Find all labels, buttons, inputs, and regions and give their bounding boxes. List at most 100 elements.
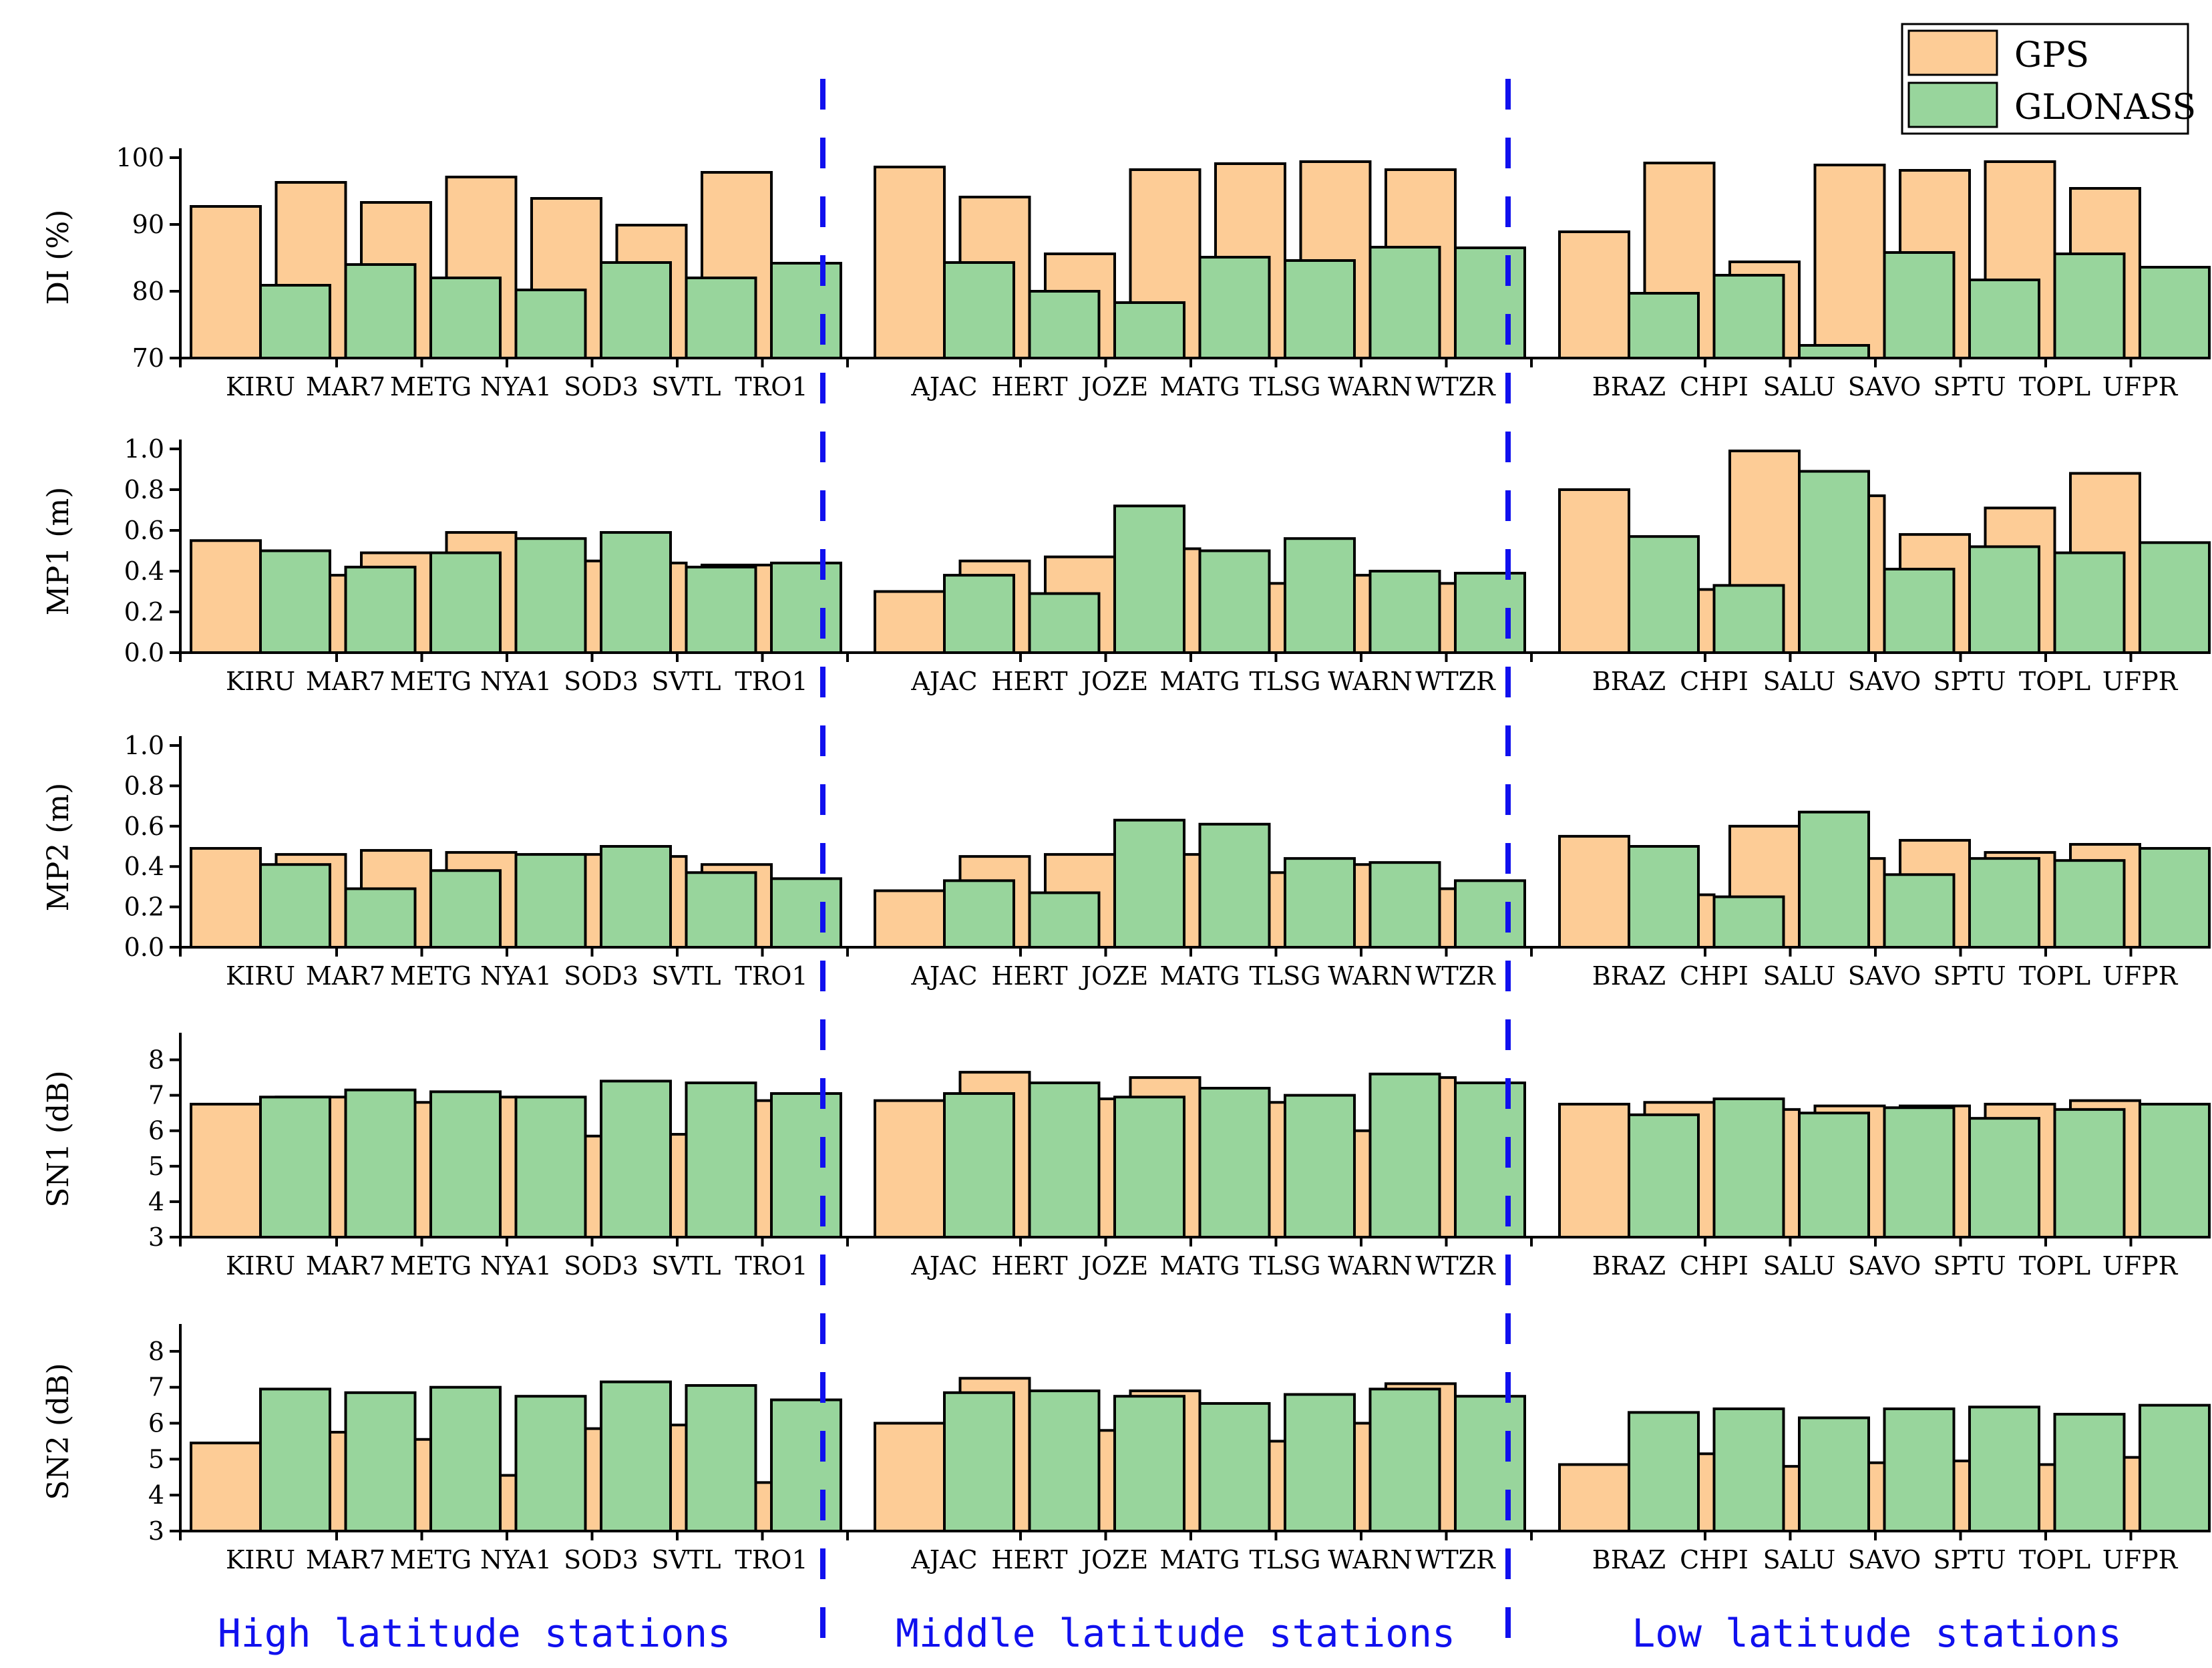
bar-glonass-wtzr	[1454, 572, 1526, 654]
bar-glonass-matg	[1198, 1401, 1271, 1533]
x-tick-label-tlsg: TLSG	[1250, 667, 1321, 696]
x-tick-label-ufpr: UFPR	[2102, 372, 2179, 401]
x-tick-label-savo: SAVO	[1848, 1545, 1921, 1574]
bar-glonass-savo	[1883, 251, 1956, 359]
y-tick-label: 6	[148, 1116, 164, 1146]
x-tick-label-braz: BRAZ	[1592, 1251, 1666, 1281]
y-tick-label: 5	[148, 1444, 164, 1474]
x-tick-label-topl: TOPL	[2019, 372, 2090, 401]
bar-glonass-savo	[1883, 1106, 1956, 1238]
bar-glonass-metg	[429, 1090, 502, 1238]
bar-glonass-tro1	[770, 262, 842, 359]
bar-glonass-nya1	[514, 289, 587, 359]
x-tick-label-kiru: KIRU	[226, 1545, 295, 1574]
bar-glonass-kiru	[259, 863, 331, 949]
bar-glonass-hert	[1028, 891, 1101, 949]
bar-gps-kiru	[190, 1102, 262, 1238]
bar-glonass-ufpr	[2139, 266, 2211, 359]
x-tick-label-svtl: SVTL	[651, 961, 721, 991]
bar-glonass-warn	[1368, 861, 1441, 949]
x-tick-label-braz: BRAZ	[1592, 667, 1666, 696]
y-tick-label: 4	[148, 1480, 164, 1510]
y-tick-label: 8	[148, 1337, 164, 1366]
bar-glonass-savo	[1883, 1407, 1956, 1532]
x-tick-label-ufpr: UFPR	[2102, 667, 2179, 696]
legend-label-glonass: GLONASS	[2014, 88, 2196, 128]
x-tick-label-hert: HERT	[991, 1545, 1067, 1574]
x-tick-label-topl: TOPL	[2019, 961, 2090, 991]
bar-glonass-ajac	[943, 879, 1015, 949]
bar-glonass-braz	[1628, 292, 1700, 359]
x-tick-label-sptu: SPTU	[1933, 372, 2006, 401]
bar-gps-braz	[1558, 230, 1630, 359]
y-tick-label: 8	[148, 1045, 164, 1075]
x-tick-label-mar7: MAR7	[306, 667, 385, 696]
y-axis-title: DI (%)	[41, 210, 75, 305]
x-tick-label-tro1: TRO1	[735, 961, 807, 991]
x-tick-label-tro1: TRO1	[735, 1251, 807, 1281]
bar-glonass-sod3	[600, 1079, 672, 1239]
bar-glonass-braz	[1628, 1411, 1700, 1532]
bar-glonass-joze	[1113, 504, 1185, 655]
x-tick-label-wtzr: WTZR	[1415, 1545, 1496, 1574]
x-tick-label-sod3: SOD3	[564, 1545, 638, 1574]
x-tick-label-mar7: MAR7	[306, 372, 385, 401]
bar-glonass-matg	[1198, 1087, 1271, 1238]
bar-glonass-svtl	[685, 1081, 757, 1239]
bar-glonass-sptu	[1968, 279, 2040, 359]
x-tick-label-matg: MATG	[1160, 961, 1240, 991]
bar-glonass-nya1	[514, 1096, 587, 1238]
bar-glonass-metg	[429, 1385, 502, 1533]
x-tick-label-ajac: AJAC	[910, 372, 977, 401]
bar-glonass-savo	[1883, 567, 1956, 655]
x-tick-label-wtzr: WTZR	[1415, 372, 1496, 401]
bar-gps-braz	[1558, 488, 1630, 654]
bar-glonass-kiru	[259, 1096, 331, 1238]
bar-glonass-warn	[1368, 1072, 1441, 1239]
x-tick-label-ufpr: UFPR	[2102, 1251, 2179, 1281]
bar-glonass-svtl	[685, 565, 757, 655]
bar-glonass-wtzr	[1454, 1395, 1526, 1533]
x-tick-label-warn: WARN	[1328, 1545, 1412, 1574]
x-tick-label-hert: HERT	[991, 1251, 1067, 1281]
x-tick-label-nya1: NYA1	[480, 667, 552, 696]
x-tick-label-salu: SALU	[1763, 1545, 1836, 1574]
bar-glonass-warn	[1368, 570, 1441, 654]
bar-glonass-sptu	[1968, 545, 2040, 655]
x-tick-label-tro1: TRO1	[735, 667, 807, 696]
x-tick-label-savo: SAVO	[1848, 1251, 1921, 1281]
x-tick-label-kiru: KIRU	[226, 372, 295, 401]
x-tick-label-sptu: SPTU	[1933, 961, 2006, 991]
x-tick-label-tro1: TRO1	[735, 1545, 807, 1574]
bar-glonass-topl	[2053, 551, 2126, 654]
bar-glonass-ajac	[943, 1092, 1015, 1238]
x-tick-label-sod3: SOD3	[564, 961, 638, 991]
bar-glonass-ufpr	[2139, 1102, 2211, 1238]
bar-glonass-sod3	[600, 531, 672, 654]
bar-glonass-tro1	[770, 561, 842, 654]
x-tick-label-braz: BRAZ	[1592, 1545, 1666, 1574]
group-separators	[820, 79, 1511, 1650]
bar-gps-savo	[1813, 164, 1886, 359]
bar-glonass-warn	[1368, 1387, 1441, 1533]
x-tick-label-sptu: SPTU	[1933, 667, 2006, 696]
panel-mp1-m: 0.0 0.2 0.4 0.6 0.8 1.0 KIRU MAR7 METG NYA1 SOD3 SV…	[41, 434, 2211, 696]
bar-gps-ajac	[874, 166, 946, 359]
x-tick-label-nya1: NYA1	[480, 1251, 552, 1281]
bar-glonass-matg	[1198, 549, 1271, 654]
x-tick-label-sod3: SOD3	[564, 1251, 638, 1281]
group-label-low: Low latitude stations	[1632, 1611, 2121, 1656]
bar-glonass-salu	[1798, 344, 1870, 359]
bar-glonass-ufpr	[2139, 847, 2211, 949]
bar-gps-ajac	[874, 889, 946, 949]
x-tick-label-sptu: SPTU	[1933, 1545, 2006, 1574]
group-labels: High latitude stations Middle latitude s…	[218, 1611, 2122, 1656]
y-axis-title: SN2 (dB)	[41, 1363, 75, 1500]
x-tick-label-salu: SALU	[1763, 667, 1836, 696]
x-tick-label-hert: HERT	[991, 961, 1067, 991]
y-tick-label: 70	[132, 343, 164, 373]
x-tick-label-savo: SAVO	[1848, 667, 1921, 696]
x-tick-label-ajac: AJAC	[910, 667, 977, 696]
